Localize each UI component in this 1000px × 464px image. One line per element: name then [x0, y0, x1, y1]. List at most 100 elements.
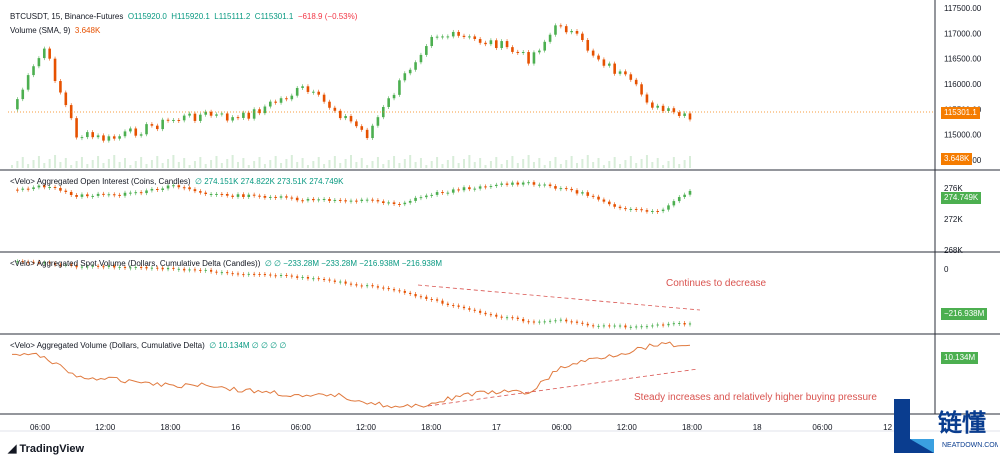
- price-candle: [527, 52, 530, 64]
- volume-bar: [597, 158, 600, 168]
- spot-candle: [80, 266, 84, 268]
- price-candle: [86, 132, 89, 138]
- spot-candle: [484, 312, 487, 315]
- volume-bar: [129, 165, 132, 168]
- oi-candle: [457, 189, 460, 191]
- oi-candle: [129, 192, 132, 194]
- tradingview-logo[interactable]: ◢ TradingView: [8, 442, 84, 455]
- price-candle: [677, 112, 681, 116]
- oi-candle: [425, 195, 428, 198]
- oi-candle: [91, 195, 95, 197]
- volume-bar: [11, 165, 13, 168]
- spot-candle: [387, 287, 390, 290]
- spot-candle: [500, 316, 503, 318]
- spot-trend-line: [417, 284, 701, 311]
- price-candle: [618, 71, 622, 74]
- price-candle: [586, 40, 590, 51]
- volume-bar: [59, 162, 62, 168]
- oi-candle: [317, 199, 321, 201]
- price-candle: [220, 113, 224, 115]
- spot-candle: [161, 267, 164, 270]
- price-candle: [564, 26, 568, 33]
- volume-bar: [506, 160, 509, 168]
- volume-bar: [543, 165, 546, 168]
- oi-candle: [564, 188, 568, 190]
- oi-candle: [155, 188, 159, 190]
- oi-candle: [618, 206, 622, 209]
- volume-bar: [27, 164, 30, 168]
- volume-bar: [554, 157, 557, 168]
- oi-candle: [69, 191, 73, 196]
- price-candle: [360, 126, 364, 130]
- price-candle: [306, 86, 310, 92]
- oi-candle: [344, 200, 347, 202]
- spot-candle: [430, 298, 433, 300]
- spot-candle: [333, 280, 336, 282]
- oi-candle: [516, 182, 520, 185]
- spot-candle: [177, 268, 180, 270]
- oi-candle: [177, 185, 181, 188]
- oi-candle: [247, 194, 251, 197]
- oi-title: <Velo> Aggregated Open Interest (Coins, …: [10, 177, 191, 186]
- volume-bar: [516, 163, 519, 168]
- spot-candle: [70, 264, 73, 266]
- price-candle: [408, 69, 412, 74]
- oi-candle: [381, 201, 385, 204]
- spot-candle: [613, 325, 616, 327]
- volume-bar: [414, 162, 417, 168]
- oi-candle: [435, 192, 439, 195]
- oi-candle: [602, 199, 606, 202]
- spot-candle: [247, 273, 250, 275]
- volume-bar: [371, 161, 374, 168]
- oi-candle: [64, 190, 68, 192]
- svg-text:链懂: 链懂: [938, 409, 986, 437]
- price-candle: [640, 84, 643, 95]
- spot-candle: [640, 326, 643, 328]
- price-candle: [554, 25, 557, 35]
- spot-candle: [392, 289, 396, 291]
- spot-candle: [656, 324, 659, 326]
- spot-candle: [349, 283, 353, 285]
- volume-bar: [441, 164, 444, 168]
- volume-bar: [635, 163, 638, 168]
- volume-bar: [403, 159, 406, 168]
- volume-bar: [274, 156, 277, 168]
- price-candle: [80, 137, 84, 139]
- volume-bar: [226, 159, 229, 168]
- price-candle: [188, 113, 191, 116]
- close-value: C115301.1: [254, 12, 294, 21]
- oi-candle: [182, 187, 186, 189]
- spot-candle: [468, 308, 471, 310]
- spot-candle: [209, 269, 213, 272]
- spot-title: <Velo> Aggregated Spot Volume (Dollars, …: [10, 259, 261, 268]
- volume-bar: [446, 160, 449, 168]
- spot-candle: [570, 321, 573, 323]
- spot-candle: [355, 284, 358, 286]
- spot-candle: [414, 294, 417, 297]
- oi-tick-label: 276K: [944, 184, 963, 193]
- volume-bar: [91, 160, 94, 168]
- price-candle: [166, 119, 170, 121]
- oi-candle: [634, 208, 638, 210]
- price-candle: [96, 135, 100, 138]
- price-candle: [139, 134, 143, 136]
- price-candle: [683, 113, 686, 116]
- change-value: −618.9 (−0.53%): [297, 12, 358, 21]
- spot-candle: [688, 323, 692, 325]
- aggvol-series-line: [11, 341, 691, 409]
- oi-candle: [172, 185, 175, 187]
- volume-bar: [231, 155, 234, 168]
- price-candle: [570, 30, 573, 33]
- price-candle: [199, 114, 202, 121]
- price-candle: [258, 109, 261, 114]
- spot-candle: [511, 317, 514, 319]
- oi-candle: [398, 203, 401, 205]
- spot-candle: [199, 269, 202, 271]
- spot-candle: [435, 299, 439, 301]
- price-candle: [365, 129, 369, 139]
- volume-bar: [220, 163, 223, 168]
- oi-candle: [258, 195, 261, 197]
- spot-candle: [457, 305, 460, 307]
- price-candle: [624, 71, 627, 75]
- price-candle: [387, 98, 390, 107]
